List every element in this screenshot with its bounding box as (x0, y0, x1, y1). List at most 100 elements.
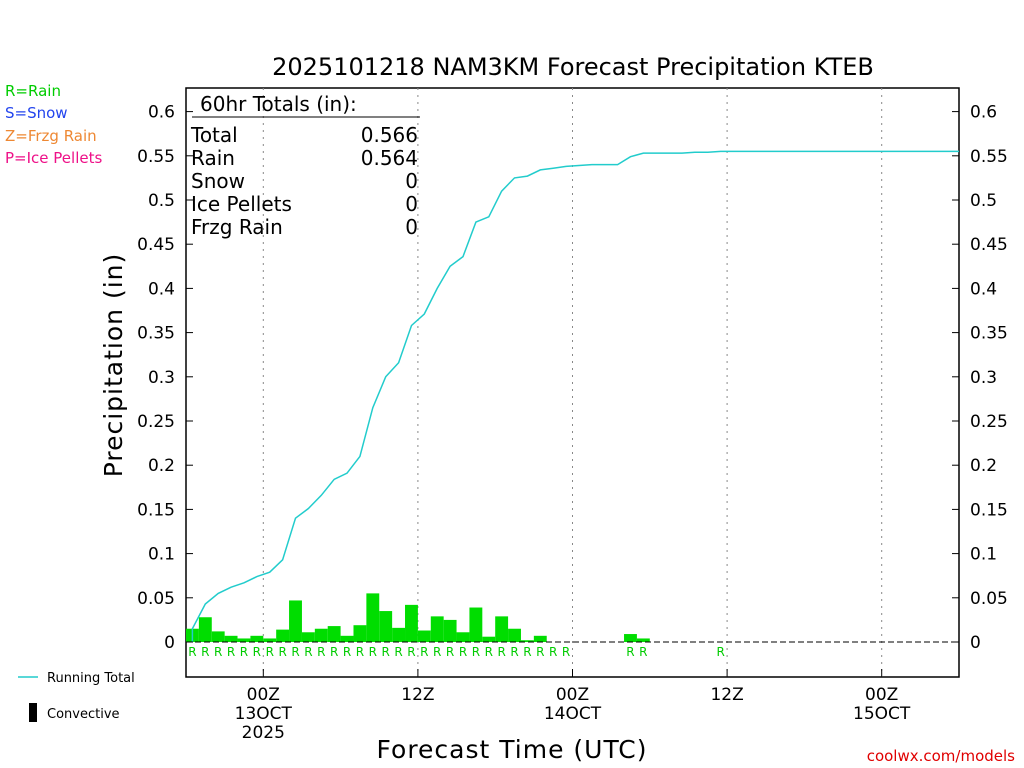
x-tick-label: 15OCT (853, 704, 911, 724)
ptype-marker: R (266, 645, 274, 659)
ptype-marker: R (214, 645, 222, 659)
y-tick-label-right: 0.05 (970, 589, 1008, 609)
precip-bar (482, 636, 496, 642)
legend-frzg-rain: Z=Frzg Rain (5, 127, 97, 145)
ptype-marker: R (497, 645, 505, 659)
y-tick-label-left: 0.1 (148, 545, 175, 565)
legend-rain: R=Rain (5, 82, 61, 100)
ptype-marker: R (291, 645, 299, 659)
ptype-marker: R (459, 645, 467, 659)
totals-value-snow: 0 (405, 169, 418, 193)
precip-bar (392, 627, 406, 642)
precip-bar (263, 638, 277, 642)
ptype-marker: R (420, 645, 428, 659)
y-axis-label: Precipitation (in) (99, 253, 128, 478)
precip-bar (430, 616, 444, 642)
totals-label-ice-pellets: Ice Pellets (191, 192, 292, 216)
precip-bar (289, 600, 302, 642)
precip-bar (456, 632, 470, 642)
totals-box: 60hr Totals (in): Total 0.566 Rain 0.564… (190, 92, 420, 239)
precip-bar (443, 619, 457, 642)
y-tick-label-left: 0.25 (137, 412, 175, 432)
y-tick-label-right: 0 (970, 633, 981, 653)
x-tick-label: 2025 (242, 723, 285, 743)
y-tick-label-left: 0.55 (137, 147, 175, 167)
ptype-marker: R (716, 645, 724, 659)
totals-header: 60hr Totals (in): (200, 92, 357, 116)
y-tick-label-right: 0.55 (970, 147, 1008, 167)
precip-bar (237, 638, 251, 642)
x-tick-label: 12Z (401, 685, 434, 705)
ptype-marker: R (523, 645, 531, 659)
y-tick-label-right: 0.2 (970, 456, 997, 476)
totals-label-snow: Snow (191, 169, 245, 193)
ptype-marker: R (510, 645, 518, 659)
y-tick-label-left: 0.6 (148, 103, 175, 123)
precip-bar (211, 631, 225, 642)
precip-bar (353, 625, 367, 642)
y-tick-label-right: 0.1 (970, 545, 997, 565)
ptype-marker: R (433, 645, 441, 659)
y-tick-label-left: 0.15 (137, 500, 175, 520)
precip-bar (340, 635, 354, 642)
convective-legend-swatch (29, 703, 37, 722)
totals-value-frzg-rain: 0 (405, 215, 418, 239)
legend-snow: S=Snow (5, 104, 68, 122)
precip-bar (301, 632, 315, 642)
ptype-marker: R (394, 645, 402, 659)
source-credit: coolwx.com/models (867, 747, 1015, 765)
y-tick-label-left: 0.2 (148, 456, 175, 476)
series-legend: Running Total Convective (18, 671, 135, 722)
precip-bar (508, 628, 521, 642)
precip-bar (327, 626, 341, 642)
x-axis-label: Forecast Time (UTC) (377, 735, 648, 764)
vertical-gridlines (262, 88, 883, 677)
ptype-marker: R (201, 645, 209, 659)
running-total-line-group (191, 150, 959, 642)
y-tick-label-left: 0.45 (137, 235, 175, 255)
ptype-marker: R (407, 645, 415, 659)
y-tick-label-left: 0.35 (137, 324, 175, 344)
precip-bar (469, 607, 483, 642)
ptype-marker: R (382, 645, 390, 659)
y-tick-label-right: 0.15 (970, 500, 1008, 520)
convective-legend-label: Convective (47, 707, 120, 722)
y-tick-label-right: 0.4 (970, 279, 997, 299)
ptype-marker: R (304, 645, 312, 659)
precip-bar (224, 635, 238, 642)
ptype-marker: R (536, 645, 544, 659)
precip-bar (520, 640, 534, 642)
precip-bar (417, 630, 431, 642)
x-tick-label: 00Z (865, 685, 898, 705)
precip-bar (198, 617, 212, 642)
x-tick-label: 00Z (556, 685, 589, 705)
precip-bar (405, 604, 418, 642)
precip-bar (636, 638, 650, 642)
y-tick-label-left: 0.5 (148, 191, 175, 211)
y-tick-label-left: 0.05 (137, 589, 175, 609)
x-tick-label: 00Z (247, 685, 280, 705)
y-tick-label-right: 0.35 (970, 324, 1008, 344)
precip-bar (379, 611, 393, 642)
totals-value-total: 0.566 (361, 123, 418, 147)
totals-label-frzg-rain: Frzg Rain (191, 215, 283, 239)
totals-label-rain: Rain (191, 146, 235, 170)
y-tick-label-right: 0.25 (970, 412, 1008, 432)
x-tick-label: 14OCT (544, 704, 602, 724)
ptype-marker: R (369, 645, 377, 659)
ptype-marker: R (356, 645, 364, 659)
hourly-bars (186, 593, 650, 642)
totals-value-ice-pellets: 0 (405, 192, 418, 216)
precip-bar (276, 629, 290, 642)
ptype-marker: R (626, 645, 634, 659)
ptype-marker: R (343, 645, 351, 659)
y-tick-label-right: 0.5 (970, 191, 997, 211)
y-tick-label-right: 0.3 (970, 368, 997, 388)
ptype-marker: R (639, 645, 647, 659)
precip-bar (366, 593, 380, 642)
ptype-marker: R (240, 645, 248, 659)
y-tick-label-right: 0.6 (970, 103, 997, 123)
